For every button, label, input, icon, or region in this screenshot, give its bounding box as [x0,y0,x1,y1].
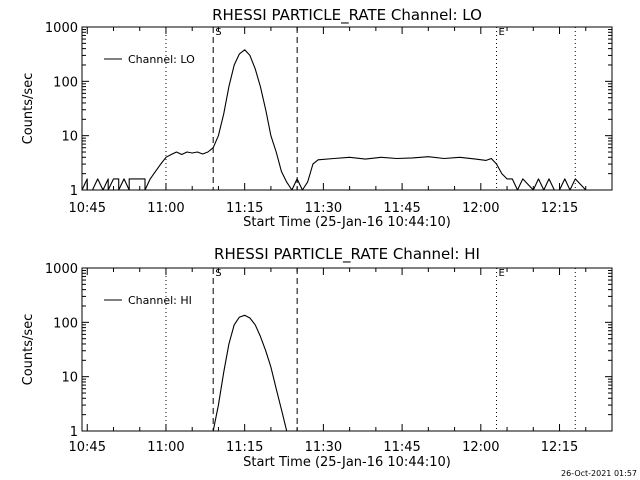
data-series-line [81,49,602,191]
plot-frame [81,267,613,432]
x-tick-label: 11:00 [147,440,184,455]
x-tick-label: 12:15 [541,201,578,216]
lo-channel-panel: RHESSI PARTICLE_RATE Channel: LO 1 10 100 10… [21,6,613,230]
chart-title: RHESSI PARTICLE_RATE Channel: LO [212,6,482,25]
chart-title: RHESSI PARTICLE_RATE Channel: HI [214,245,480,264]
x-tick-label: 10:45 [69,440,106,455]
x-tick-label: 12:00 [462,440,499,455]
hi-channel-panel: RHESSI PARTICLE_RATE Channel: HI 1 10 100 10… [21,245,613,470]
y-tick-label: 1000 [45,21,78,36]
y-axis-label: Counts/sec [21,314,36,386]
y-tick-label: 10 [61,371,78,386]
x-tick-label: 11:45 [383,440,420,455]
event-marker-label: E [499,268,505,279]
y-tick-label: 1 [70,425,78,440]
event-marker-label: S [215,268,221,279]
y-tick-label: 10 [61,130,78,145]
x-axis-label: Start Time (25-Jan-16 10:44:10) [243,215,451,230]
y-tick-label: 1000 [45,262,78,277]
y-tick-label: 100 [53,316,78,331]
x-tick-label: 11:00 [147,201,184,216]
data-series-line [212,314,288,432]
x-tick-label: 12:15 [541,440,578,455]
x-tick-label: 11:45 [383,201,420,216]
event-marker-label: S [215,27,221,38]
plot-frame [81,26,613,191]
generation-timestamp: 26-Oct-2021 01:57 [561,469,637,478]
legend-label: Channel: LO [128,53,195,66]
x-tick-label: 11:15 [226,440,263,455]
x-tick-label: 10:45 [69,201,106,216]
event-marker-label: E [499,27,505,38]
x-tick-label: 11:30 [305,201,342,216]
y-tick-label: 100 [53,75,78,90]
x-tick-label: 11:15 [226,201,263,216]
legend-label: Channel: HI [128,294,192,307]
x-tick-label: 12:00 [462,201,499,216]
y-axis-label: Counts/sec [21,73,36,145]
x-axis-label: Start Time (25-Jan-16 10:44:10) [243,455,451,470]
y-tick-label: 1 [70,184,78,199]
x-tick-label: 11:30 [305,440,342,455]
